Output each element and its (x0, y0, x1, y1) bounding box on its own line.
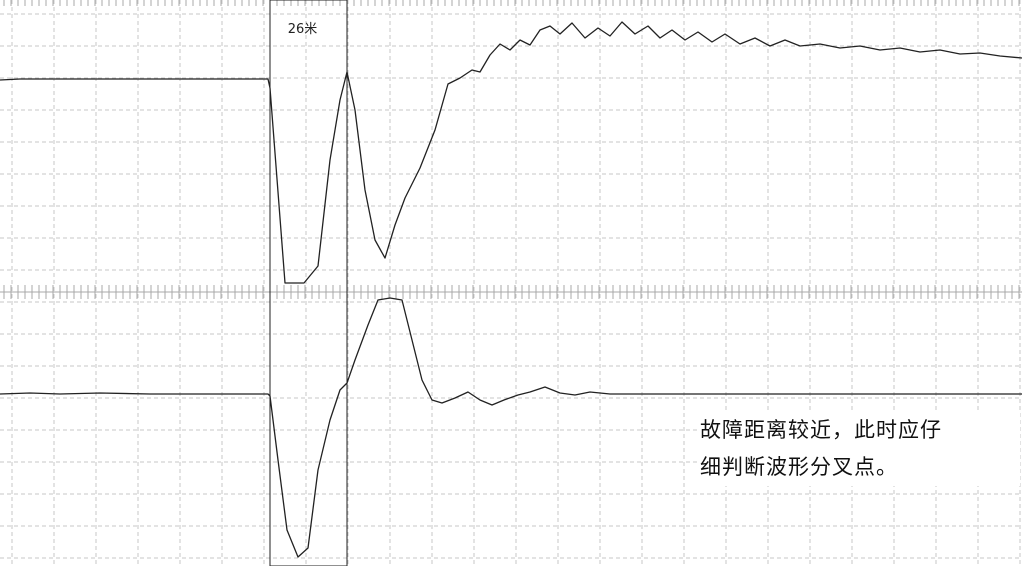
note-line-1: 故障距离较近，此时应仔 (700, 418, 942, 442)
note-line-2: 细判断波形分叉点。 (700, 455, 898, 479)
waveform-trace-1 (0, 21, 1022, 284)
waveform-traces (0, 21, 1022, 558)
annotation-note: 故障距离较近，此时应仔 细判断波形分叉点。 (700, 412, 1020, 486)
distance-cursor[interactable]: 26米 (269, 0, 348, 566)
waveform-trace-2 (0, 297, 1022, 558)
cursor-window[interactable] (269, 0, 348, 566)
cursor-distance-label: 26米 (288, 22, 318, 37)
